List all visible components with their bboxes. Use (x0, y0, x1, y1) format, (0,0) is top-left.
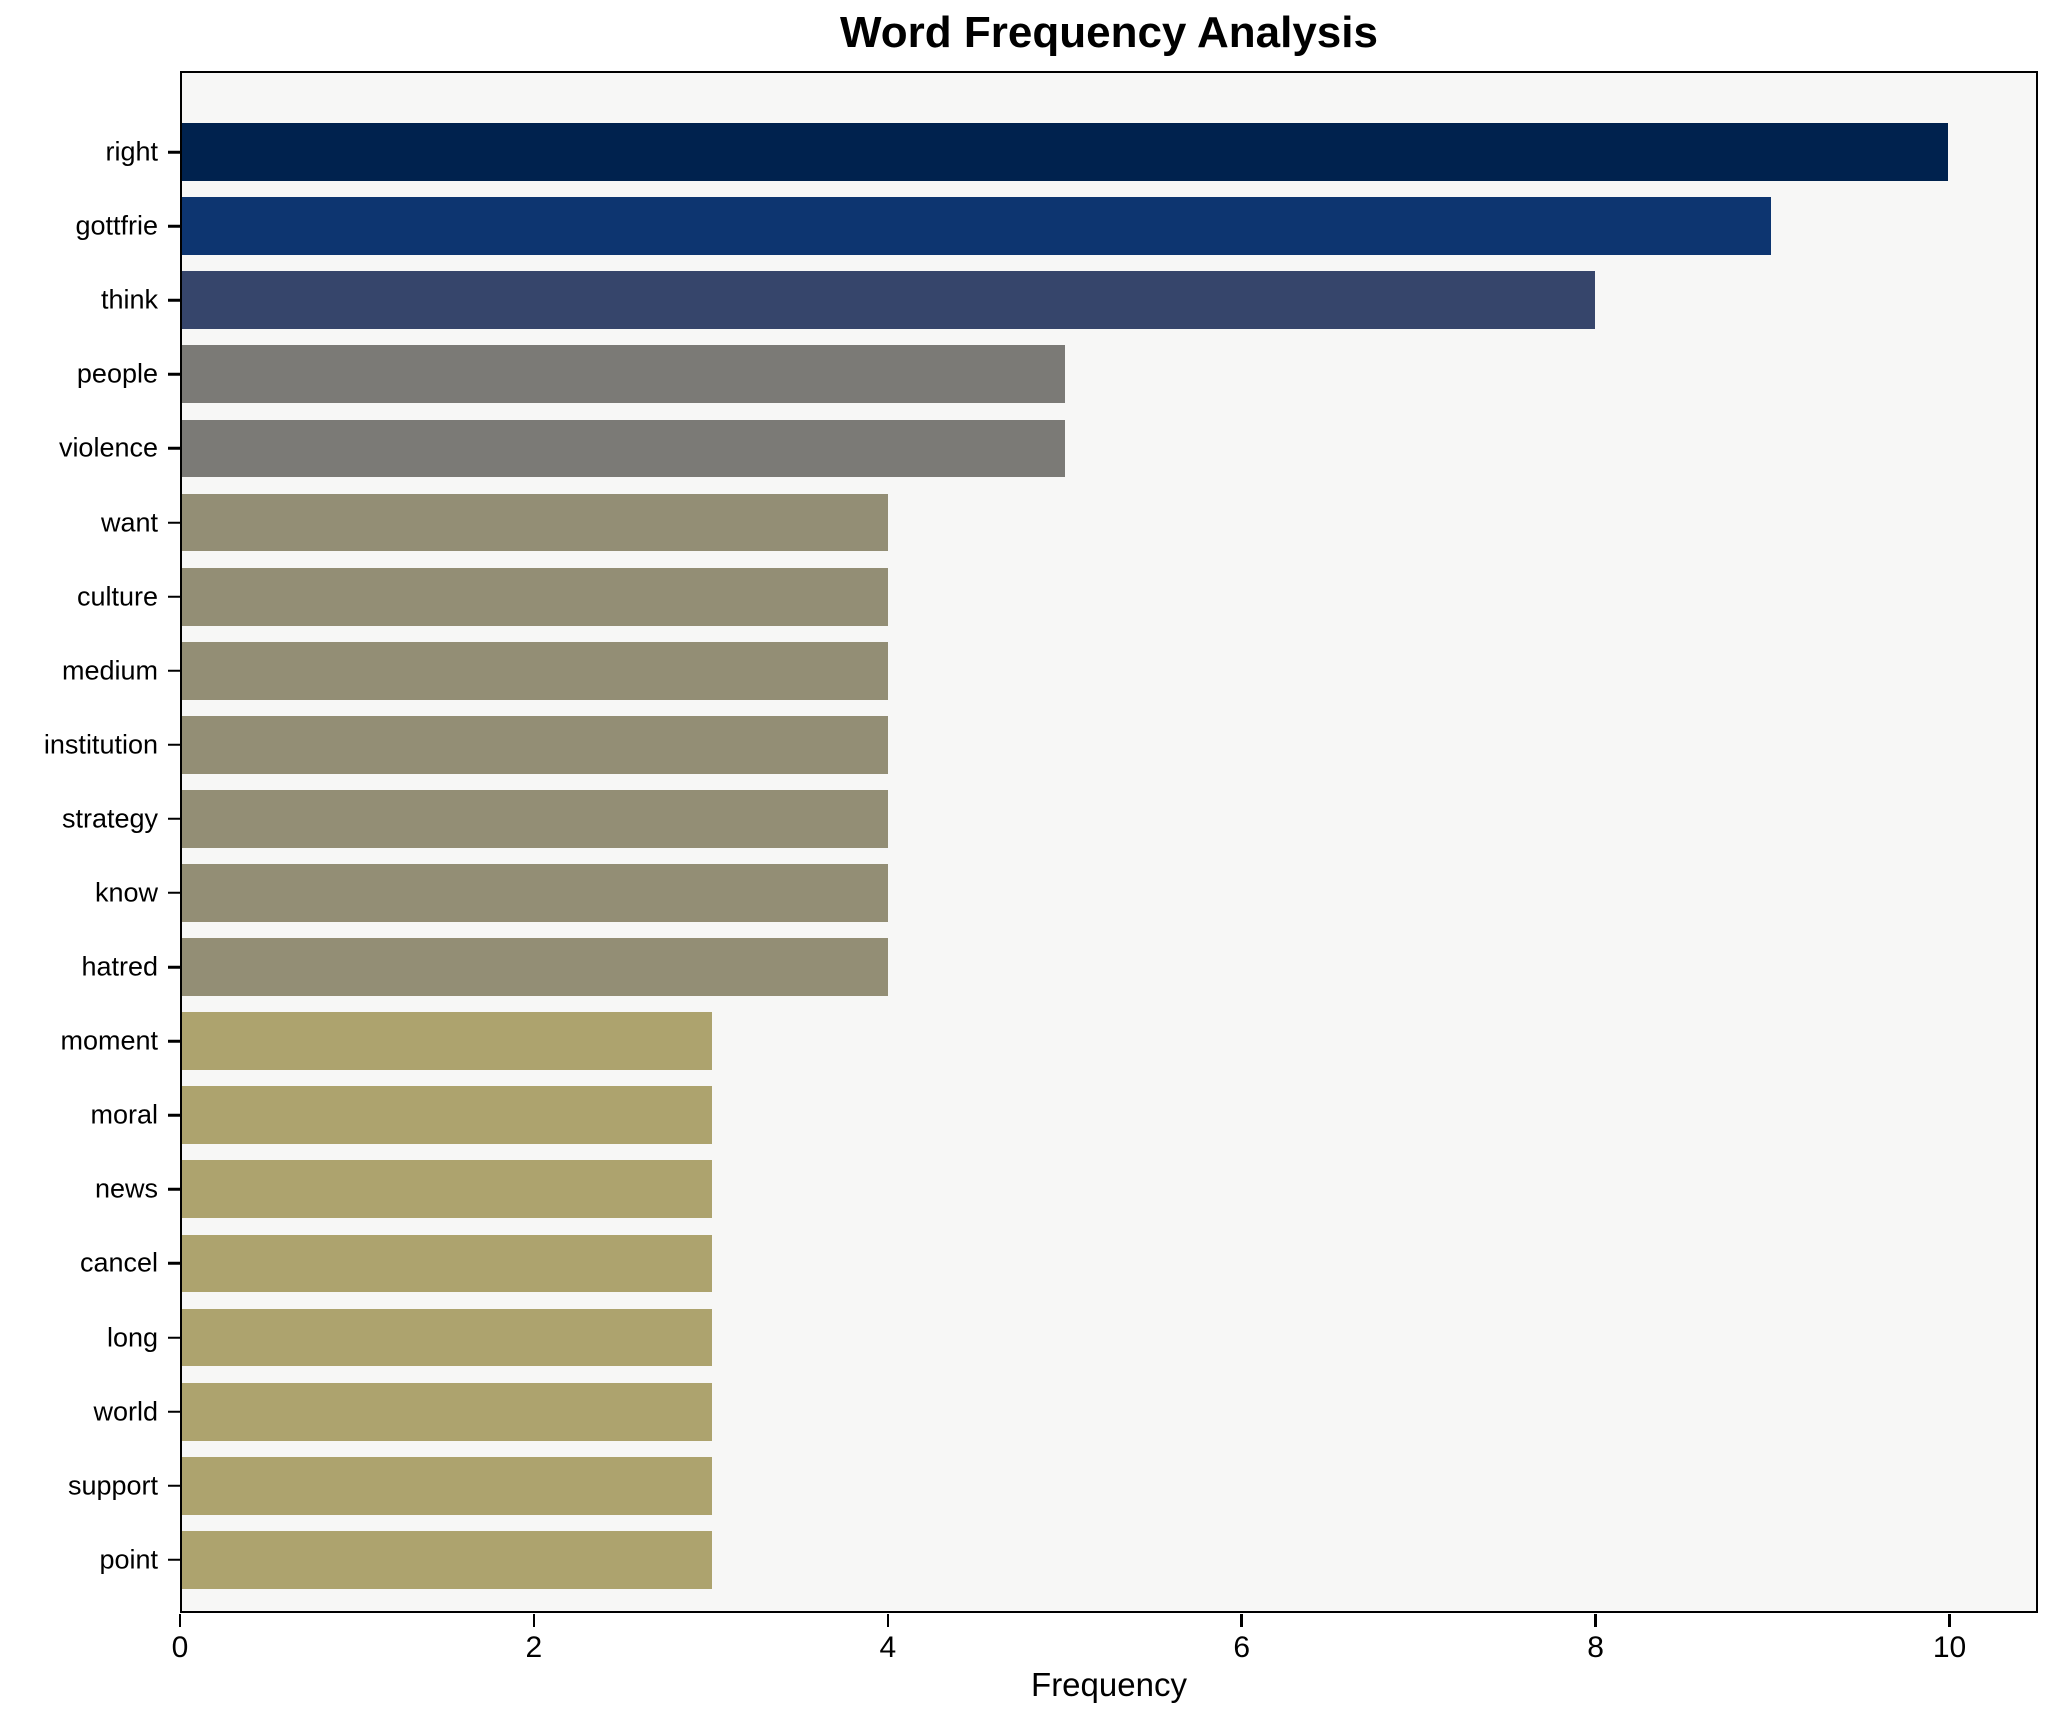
bar-row: hatred (81, 930, 2036, 1004)
y-tick-mark (168, 743, 181, 747)
bar-row: medium (62, 634, 2036, 708)
y-tick-label: support (67, 1470, 158, 1501)
y-tick-mark (168, 521, 181, 524)
y-tick-mark (168, 373, 181, 376)
x-tick-label: 2 (525, 1631, 543, 1664)
y-tick-label: moral (90, 1099, 158, 1130)
y-tick-mark (168, 150, 181, 154)
bar (182, 864, 889, 922)
bar (182, 493, 889, 552)
y-tick-mark (168, 1262, 181, 1265)
bar-row: violence (59, 411, 2036, 485)
y-tick-mark (168, 1039, 181, 1043)
y-tick-mark (168, 1410, 181, 1413)
x-axis-label: Frequency (1031, 1666, 1187, 1703)
bar-row: culture (77, 560, 2036, 634)
x-tick-mark (532, 1614, 536, 1627)
x-tick-mark (178, 1614, 182, 1627)
bar (182, 419, 1065, 478)
plot-area: right gottfrie think people violence want cult… (44, 71, 2038, 1613)
x-tick-label: 8 (1587, 1631, 1604, 1664)
bar-row: gottfrie (75, 189, 2036, 263)
bar (182, 715, 889, 774)
bar-row: cancel (80, 1226, 2036, 1300)
bar-row: news (95, 1152, 2036, 1226)
y-tick-label: point (99, 1544, 158, 1575)
bars-container: right gottfrie think people violence want cult… (44, 115, 2036, 1597)
y-tick-mark (168, 1336, 181, 1339)
bar-row: long (107, 1301, 2036, 1375)
y-tick-mark (168, 891, 181, 895)
bar-row: moment (60, 1004, 2036, 1078)
bar-row: think (101, 263, 2036, 337)
bar (182, 1308, 712, 1367)
bar-row: strategy (62, 782, 2036, 856)
bar (182, 197, 1772, 256)
y-tick-mark (168, 298, 181, 302)
bar (182, 123, 1948, 181)
y-tick-label: violence (58, 432, 158, 463)
bar-row: moral (90, 1078, 2036, 1152)
x-tick-mark (1594, 1614, 1597, 1627)
bar (182, 1456, 712, 1515)
y-tick-label: cancel (79, 1247, 158, 1278)
y-tick-mark (168, 669, 181, 672)
bar-row: people (77, 337, 2036, 411)
bar (182, 271, 1595, 330)
y-tick-label: hatred (81, 951, 158, 982)
bar-row: support (68, 1449, 2036, 1523)
bar-row: know (95, 856, 2036, 930)
y-tick-mark (168, 1558, 181, 1562)
x-tick-label: 10 (1932, 1631, 1967, 1664)
y-tick-label: know (94, 877, 158, 908)
bar-row: want (101, 485, 2036, 559)
bar-row: point (99, 1523, 2036, 1597)
bar-row: institution (44, 708, 2036, 782)
y-tick-label: people (76, 358, 158, 389)
bar-row: world (93, 1375, 2036, 1449)
bar (182, 1012, 712, 1071)
y-tick-label: moment (60, 1025, 158, 1056)
y-tick-label: world (93, 1396, 158, 1427)
y-tick-mark (168, 965, 181, 969)
bar (182, 938, 889, 996)
y-tick-label: gottfrie (75, 210, 158, 241)
y-tick-label: want (100, 507, 158, 538)
y-tick-label: culture (76, 581, 158, 612)
bar (182, 345, 1065, 404)
y-tick-mark (168, 1188, 181, 1191)
bar (182, 1234, 712, 1293)
bar (182, 641, 889, 700)
bar (182, 567, 889, 626)
y-tick-mark (168, 817, 181, 821)
y-tick-mark (168, 447, 181, 450)
x-tick-label: 0 (171, 1631, 189, 1664)
x-tick-mark (1240, 1614, 1243, 1627)
y-tick-mark (168, 595, 181, 598)
y-tick-label: think (100, 284, 158, 315)
chart-title: Word Frequency Analysis (840, 8, 1378, 57)
y-tick-label: long (106, 1322, 158, 1353)
bar (182, 1382, 712, 1441)
bar (182, 790, 889, 848)
y-tick-mark (168, 224, 181, 228)
y-tick-mark (168, 1484, 181, 1487)
bar (182, 1160, 712, 1219)
y-tick-label: strategy (61, 803, 158, 834)
bar-row: right (105, 115, 2036, 189)
x-tick-mark (886, 1614, 890, 1627)
x-tick-label: 4 (879, 1631, 897, 1664)
y-tick-label: right (105, 136, 158, 167)
y-tick-mark (168, 1114, 181, 1117)
x-tick-mark (1948, 1614, 1951, 1627)
y-tick-label: medium (61, 655, 158, 686)
y-tick-label: institution (43, 729, 158, 760)
bar (182, 1530, 712, 1589)
bar (182, 1086, 712, 1145)
x-tick-label: 6 (1233, 1631, 1251, 1664)
y-tick-label: news (94, 1173, 158, 1204)
